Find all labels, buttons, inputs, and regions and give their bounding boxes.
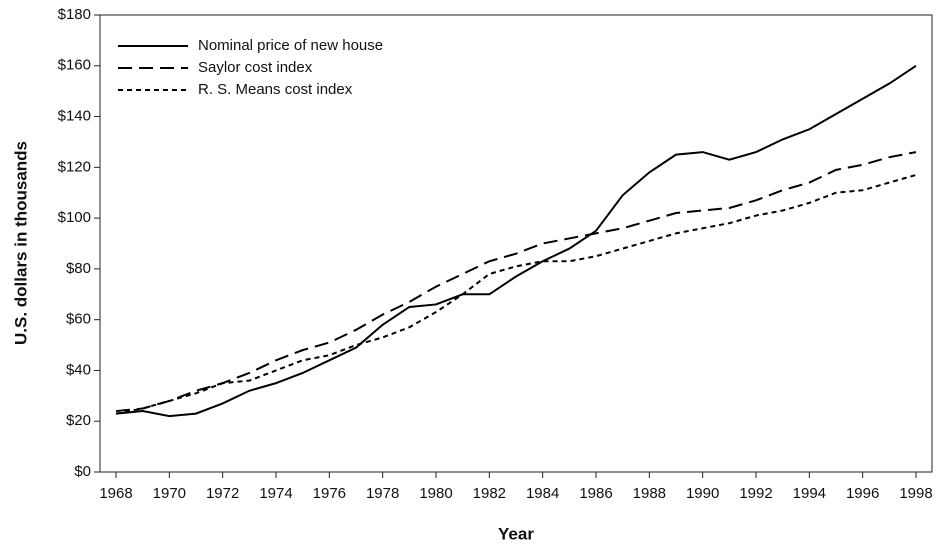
plot-frame bbox=[99, 14, 933, 473]
x-tick-label: 1982 bbox=[473, 485, 506, 502]
series-line bbox=[115, 173, 917, 415]
x-tick-label: 1984 bbox=[526, 485, 559, 502]
legend-label: R. S. Means cost index bbox=[198, 81, 353, 98]
legend-label: Saylor cost index bbox=[198, 59, 313, 76]
x-tick-label: 1994 bbox=[793, 485, 826, 502]
x-tick-label: 1972 bbox=[206, 485, 239, 502]
y-tick-label: $140 bbox=[58, 108, 91, 125]
x-tick-label: 1970 bbox=[153, 485, 186, 502]
series-line bbox=[115, 151, 917, 413]
y-tick-label: $80 bbox=[66, 260, 91, 277]
x-tick-label: 1968 bbox=[99, 485, 132, 502]
x-tick-label: 1974 bbox=[259, 485, 292, 502]
y-tick-label: $120 bbox=[58, 158, 91, 175]
x-tick-label: 1998 bbox=[899, 485, 932, 502]
y-tick-label: $20 bbox=[66, 412, 91, 429]
x-axis-label: Year bbox=[498, 524, 534, 543]
y-tick-label: $0 bbox=[74, 463, 91, 480]
y-tick-label: $100 bbox=[58, 209, 91, 226]
y-tick-label: $40 bbox=[66, 361, 91, 378]
y-tick-label: $180 bbox=[58, 6, 91, 23]
x-tick-label: 1988 bbox=[633, 485, 666, 502]
y-axis-label: U.S. dollars in thousands bbox=[11, 141, 30, 345]
x-tick-label: 1992 bbox=[739, 485, 772, 502]
x-tick-label: 1986 bbox=[579, 485, 612, 502]
y-tick-label: $160 bbox=[58, 57, 91, 74]
x-tick-label: 1996 bbox=[846, 485, 879, 502]
legend-label: Nominal price of new house bbox=[198, 37, 383, 54]
y-tick-label: $60 bbox=[66, 311, 91, 328]
x-tick-label: 1978 bbox=[366, 485, 399, 502]
series-line bbox=[115, 64, 917, 418]
x-tick-label: 1990 bbox=[686, 485, 719, 502]
x-tick-label: 1976 bbox=[313, 485, 346, 502]
x-tick-label: 1980 bbox=[419, 485, 452, 502]
